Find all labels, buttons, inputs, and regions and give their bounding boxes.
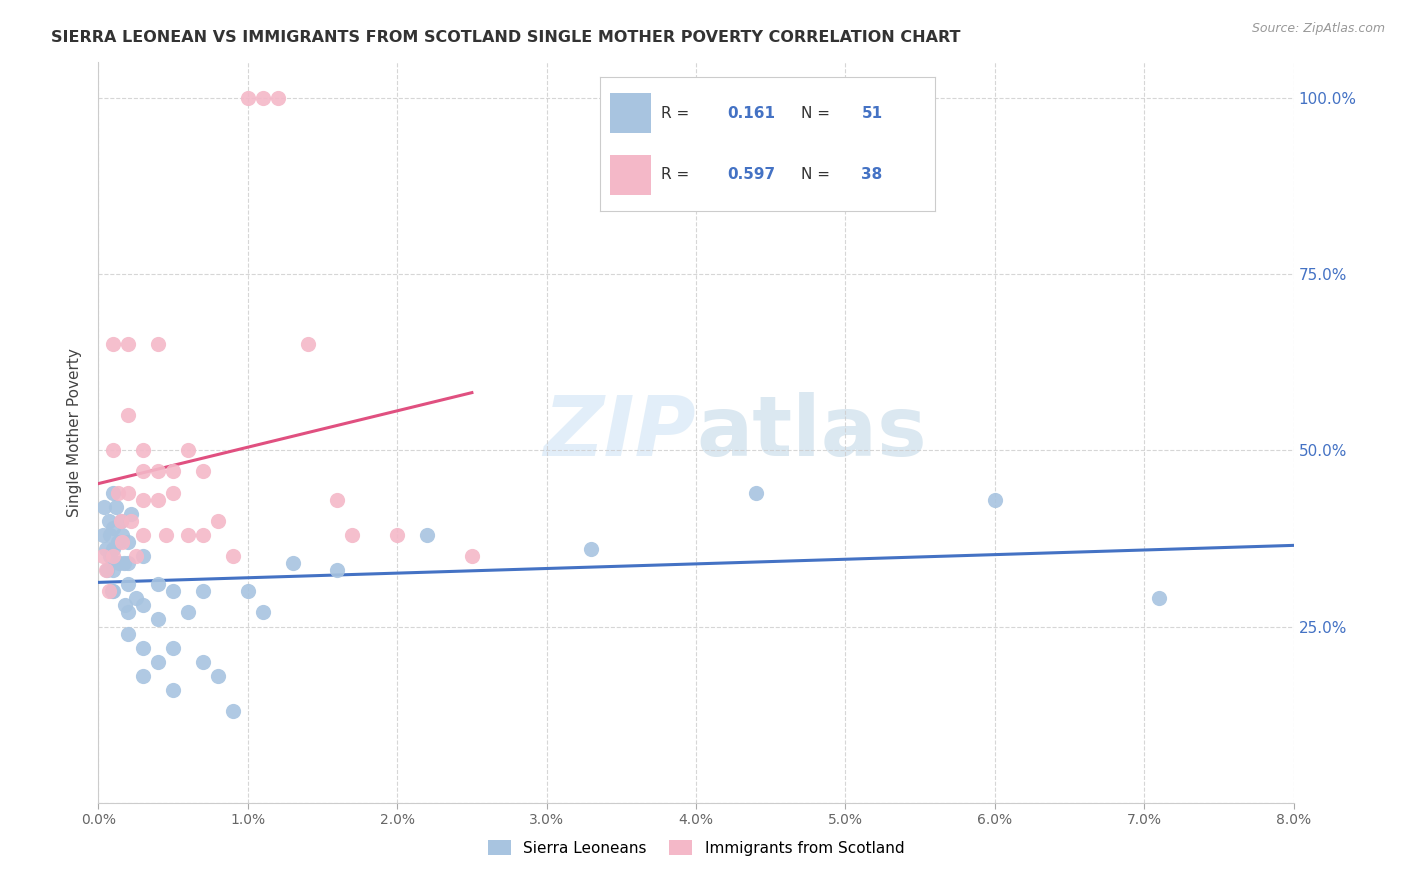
Point [103,584,125,599]
Point [191,528,214,542]
Point [155,528,177,542]
Point [103,563,125,577]
Text: ZIP: ZIP [543,392,696,473]
Point [984,492,1007,507]
Point [132,443,155,458]
Point [236,584,259,599]
Text: SIERRA LEONEAN VS IMMIGRANTS FROM SCOTLAND SINGLE MOTHER POVERTY CORRELATION CHA: SIERRA LEONEAN VS IMMIGRANTS FROM SCOTLA… [51,29,960,45]
Point [132,464,155,478]
Point [107,535,129,549]
Point [117,577,139,591]
Point [162,683,184,698]
Point [148,612,170,626]
Point [108,556,131,570]
Point [222,549,245,563]
Point [177,443,200,458]
Point [416,528,439,542]
Text: atlas: atlas [696,392,927,473]
Point [581,541,603,556]
Point [103,443,125,458]
Point [342,528,364,542]
Point [207,514,229,528]
Point [103,521,125,535]
Point [105,500,128,514]
Point [91,528,114,542]
Point [117,485,139,500]
Point [191,655,214,669]
Point [117,337,139,351]
Point [148,655,170,669]
Point [252,91,274,105]
Point [267,91,290,105]
Point [297,337,319,351]
Point [125,549,148,563]
Point [162,464,184,478]
Point [745,485,768,500]
Point [112,556,135,570]
Point [148,577,170,591]
Y-axis label: Single Mother Poverty: Single Mother Poverty [67,348,83,517]
Point [132,549,155,563]
Point [252,606,274,620]
Point [148,492,170,507]
Text: Source: ZipAtlas.com: Source: ZipAtlas.com [1251,22,1385,36]
Point [132,669,155,683]
Point [98,528,122,542]
Point [91,549,114,563]
Point [132,492,155,507]
Point [93,500,115,514]
Point [97,514,120,528]
Point [162,485,184,500]
Point [132,599,155,613]
Point [117,606,139,620]
Point [103,541,125,556]
Point [148,464,170,478]
Point [162,584,184,599]
Point [132,640,155,655]
Point [103,549,125,563]
Point [191,584,214,599]
Point [125,591,148,606]
Point [103,337,125,351]
Point [191,464,214,478]
Point [461,549,484,563]
Point [385,528,409,542]
Point [326,563,349,577]
Point [148,337,170,351]
Point [117,535,139,549]
Point [132,528,155,542]
Point [117,626,139,640]
Point [236,91,259,105]
Point [222,704,245,718]
Point [120,507,142,521]
Point [120,514,142,528]
Point [177,528,200,542]
Point [1147,591,1170,606]
Point [111,528,134,542]
Point [101,584,124,599]
Point [177,606,200,620]
Point [110,514,132,528]
Point [107,485,129,500]
Point [96,563,118,577]
Point [281,556,304,570]
Point [97,584,120,599]
Point [114,599,136,613]
Point [111,535,134,549]
Point [117,556,139,570]
Point [207,669,229,683]
Point [94,563,117,577]
Point [326,492,349,507]
Point [162,640,184,655]
Point [103,485,125,500]
Legend: Sierra Leoneans, Immigrants from Scotland: Sierra Leoneans, Immigrants from Scotlan… [482,834,910,862]
Point [110,514,132,528]
Point [117,408,139,422]
Point [98,549,122,563]
Point [94,541,117,556]
